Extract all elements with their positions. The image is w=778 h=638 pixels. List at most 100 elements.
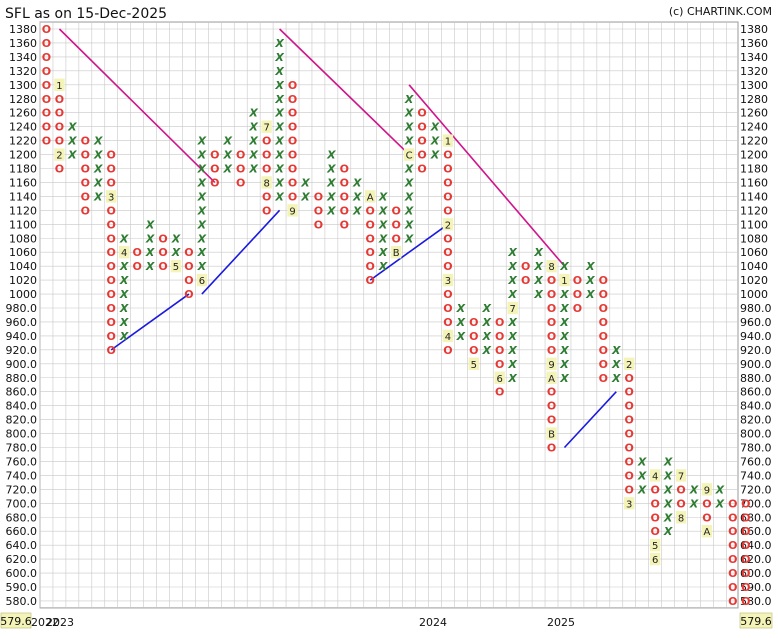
x-mark: X: [197, 246, 207, 259]
o-mark: O: [547, 414, 556, 427]
month-label-bg: [442, 218, 454, 231]
o-mark: O: [158, 246, 167, 259]
month-label-bg: [701, 483, 713, 496]
month-label-bg: [494, 371, 505, 384]
o-mark: O: [547, 344, 556, 357]
o-mark: O: [573, 302, 582, 315]
x-mark: X: [507, 246, 517, 259]
x-mark: X: [119, 232, 129, 245]
resistance-trend-line: [279, 28, 410, 156]
x-mark: X: [507, 372, 517, 385]
o-mark: O: [547, 442, 556, 455]
o-mark: O: [728, 525, 737, 538]
y-tick-label: 1180: [740, 163, 768, 176]
o-mark: O: [495, 330, 504, 343]
o-mark: O: [676, 483, 685, 496]
y-tick-label: 700.0: [6, 497, 38, 510]
y-tick-label: 960.0: [740, 316, 772, 329]
o-mark: O: [495, 358, 504, 371]
y-tick-label: 1180: [9, 163, 37, 176]
o-mark: O: [728, 511, 737, 524]
x-mark: X: [585, 274, 595, 287]
month-label-bg: [546, 371, 557, 384]
x-mark: X: [197, 204, 207, 217]
y-tick-label: 720.0: [6, 483, 38, 496]
x-mark: X: [248, 107, 258, 120]
x-mark: X: [145, 232, 155, 245]
x-mark: X: [507, 288, 517, 301]
y-tick-label: 590.0: [740, 581, 772, 594]
x-mark: X: [611, 358, 621, 371]
x-mark: X: [663, 525, 673, 538]
o-mark: O: [391, 232, 400, 245]
o-mark: O: [262, 163, 271, 176]
month-marker: 5: [471, 360, 477, 371]
o-mark: O: [314, 190, 323, 203]
o-mark: O: [417, 121, 426, 134]
x-mark: X: [611, 372, 621, 385]
o-mark: O: [107, 176, 116, 189]
y-tick-label: 1200: [740, 149, 768, 162]
month-marker: 2: [445, 220, 451, 231]
x-mark: X: [430, 135, 440, 148]
o-mark: O: [81, 176, 90, 189]
month-label-bg: [701, 525, 713, 538]
o-mark: O: [42, 121, 51, 134]
o-mark: O: [625, 442, 634, 455]
o-mark: O: [314, 218, 323, 231]
pnf-columns: OOOOOOOOO1OOOO2OXXXOOOOOOXXXXXOOO3OOOOOO…: [42, 23, 751, 608]
x-mark: X: [533, 260, 543, 273]
o-mark: O: [288, 163, 297, 176]
o-mark: O: [340, 190, 349, 203]
x-mark: X: [404, 232, 414, 245]
o-mark: O: [443, 260, 452, 273]
o-mark: O: [366, 232, 375, 245]
o-mark: O: [741, 539, 750, 552]
o-mark: O: [391, 218, 400, 231]
o-mark: O: [469, 330, 478, 343]
o-mark: O: [625, 455, 634, 468]
x-mark: X: [67, 121, 77, 134]
o-mark: O: [55, 93, 64, 106]
y-tick-label: 1120: [9, 204, 37, 217]
x-mark: X: [352, 176, 362, 189]
month-marker: 4: [652, 471, 658, 482]
y-tick-label: 920.0: [6, 344, 38, 357]
y-tick-label: 740.0: [740, 469, 772, 482]
y-tick-label: 1280: [9, 93, 37, 106]
chart-title: SFL as on 15-Dec-2025: [5, 6, 167, 22]
pnf-column: OO: [521, 260, 530, 287]
pnf-column: OOO: [573, 274, 582, 315]
y-axis-left: 1380136013401320130012801260124012201200…: [6, 23, 38, 608]
x-mark: X: [197, 149, 207, 162]
o-mark: O: [728, 581, 737, 594]
x-mark: X: [585, 260, 595, 273]
o-mark: O: [42, 51, 51, 64]
x-mark: X: [274, 79, 284, 92]
y-tick-label: 620.0: [740, 553, 772, 566]
o-mark: O: [625, 400, 634, 413]
pnf-column: XXX: [611, 344, 621, 385]
x-mark: X: [67, 135, 77, 148]
o-mark: O: [288, 79, 297, 92]
month-label-bg: [261, 176, 272, 189]
x-mark: X: [119, 316, 129, 329]
y-tick-label: 1040: [9, 260, 37, 273]
month-marker: 9: [289, 206, 295, 217]
o-mark: O: [650, 497, 659, 510]
y-tick-label: 1060: [740, 246, 768, 259]
o-mark: O: [288, 149, 297, 162]
x-mark: X: [197, 260, 207, 273]
y-tick-label: 620.0: [6, 553, 38, 566]
y-tick-label: 1340: [9, 51, 37, 64]
month-label-bg: [390, 246, 402, 259]
o-mark: O: [262, 135, 271, 148]
y-tick-label: 760.0: [740, 455, 772, 468]
